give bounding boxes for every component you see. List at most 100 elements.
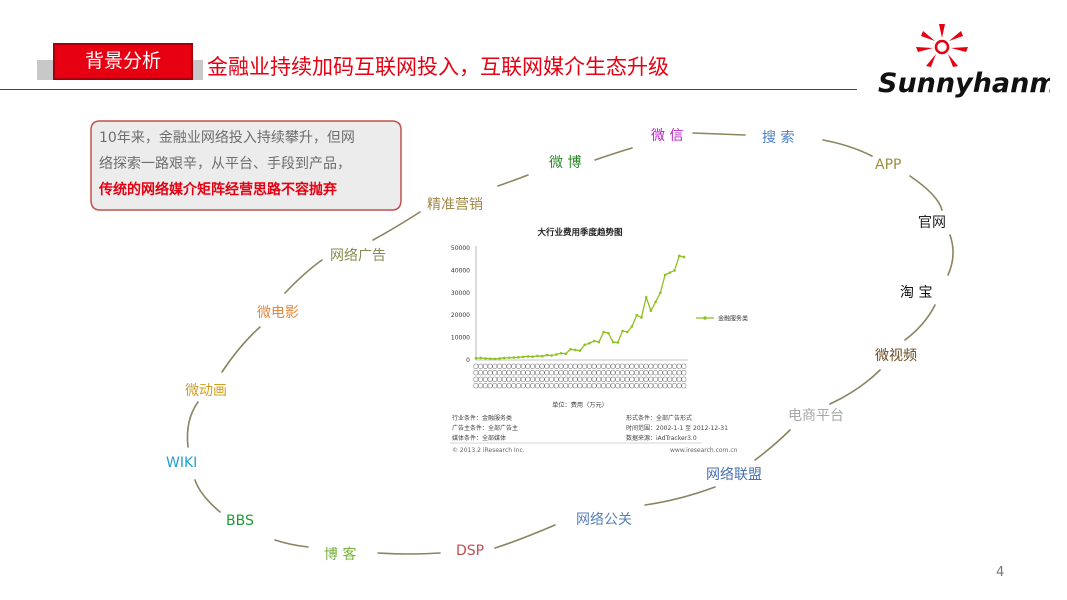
logo-wordmark: Sunnyhanmy — [878, 68, 1050, 99]
y-tick-label: 0 — [466, 357, 470, 364]
x-tick-mark — [615, 363, 621, 369]
ring-label-weibo: 微 博 — [549, 155, 582, 171]
meta-industry: 行业条件：金融服务类 — [452, 414, 512, 422]
data-point — [526, 355, 530, 358]
x-tick-mark — [549, 376, 554, 382]
y-tick-label: 10000 — [451, 335, 470, 342]
x-tick-mark — [483, 376, 488, 382]
ring-label-wiki: WIKI — [166, 455, 198, 471]
legend-label: 金融服务类 — [718, 315, 748, 323]
x-tick-mark — [629, 376, 635, 382]
x-tick-mark — [558, 363, 564, 369]
x-tick-mark — [473, 363, 479, 369]
x-tick-mark — [601, 383, 606, 389]
data-point — [616, 341, 620, 344]
y-tick-label: 40000 — [451, 267, 470, 274]
x-tick-mark — [634, 383, 639, 389]
x-tick-mark — [662, 383, 668, 389]
x-tick-mark — [601, 376, 606, 382]
x-tick-mark — [558, 383, 564, 389]
header-divider — [0, 89, 857, 90]
x-tick-mark — [605, 363, 611, 369]
x-tick-mark — [549, 370, 554, 376]
data-point — [640, 316, 643, 319]
x-tick-mark — [667, 363, 673, 369]
data-point — [555, 353, 558, 356]
x-tick-mark — [681, 376, 687, 382]
data-point — [607, 331, 610, 335]
data-point — [578, 349, 582, 352]
data-point — [649, 309, 653, 313]
x-tick-mark — [676, 363, 682, 369]
ring-label-online-pr: 网络公关 — [576, 512, 632, 528]
x-tick-mark — [539, 370, 545, 376]
x-tick-mark — [516, 383, 521, 389]
ring-label-precision-marketing: 精准营销 — [427, 197, 483, 213]
x-tick-mark — [506, 363, 512, 369]
x-tick-mark — [610, 363, 616, 369]
x-tick-mark — [672, 376, 677, 382]
chart-site: www.iresearch.com.cn — [670, 447, 738, 454]
x-tick-mark — [587, 370, 592, 376]
x-tick-mark — [497, 370, 502, 376]
series-line — [475, 255, 685, 360]
x-tick-mark — [657, 370, 663, 376]
x-tick-mark — [681, 363, 687, 369]
x-tick-mark — [535, 383, 540, 389]
x-tick-mark — [497, 363, 502, 369]
data-point — [621, 329, 624, 333]
data-point — [668, 271, 672, 274]
x-tick-mark — [643, 363, 649, 369]
x-tick-mark — [506, 370, 512, 376]
x-tick-mark — [681, 370, 687, 376]
ring-label-micro-film: 微电影 — [257, 305, 299, 321]
x-tick-mark — [648, 363, 654, 369]
data-point — [659, 291, 662, 295]
data-point — [521, 355, 525, 359]
x-tick-mark — [615, 376, 621, 382]
slide-headline: 金融业持续加码互联网投入，互联网媒介生态升级 — [207, 55, 669, 79]
x-tick-mark — [596, 376, 602, 382]
x-tick-mark — [591, 370, 597, 376]
x-tick-mark — [657, 376, 663, 382]
x-tick-mark — [653, 383, 658, 389]
x-tick-mark — [544, 370, 550, 376]
data-point — [559, 351, 563, 355]
x-tick-mark — [483, 363, 488, 369]
data-point — [682, 255, 686, 259]
meta-advertiser: 广告主条件：全部广告主 — [452, 424, 518, 432]
x-tick-mark — [549, 363, 554, 369]
x-tick-mark — [667, 376, 673, 382]
x-tick-mark — [530, 383, 535, 389]
x-tick-mark — [667, 383, 673, 389]
sunnyhanmy-logo: Sunnyhanmy — [878, 24, 1050, 99]
x-tick-mark — [657, 383, 663, 389]
x-tick-mark — [582, 383, 587, 389]
x-tick-mark — [549, 383, 554, 389]
x-tick-mark — [648, 383, 654, 389]
x-tick-mark — [487, 383, 493, 389]
data-point — [503, 356, 506, 360]
x-tick-mark — [620, 383, 625, 389]
sun-icon — [916, 24, 968, 67]
x-tick-mark — [539, 363, 545, 369]
x-tick-mark — [568, 370, 573, 376]
x-tick-mark — [610, 376, 616, 382]
x-tick-mark — [535, 363, 540, 369]
x-tick-mark — [530, 363, 535, 369]
x-tick-mark — [572, 363, 578, 369]
x-tick-mark — [653, 370, 658, 376]
x-tick-mark — [657, 363, 663, 369]
ring-label-search: 搜 索 — [762, 130, 795, 146]
x-tick-mark — [539, 376, 545, 382]
x-tick-mark — [506, 383, 512, 389]
x-tick-mark — [591, 376, 597, 382]
data-point — [597, 340, 601, 344]
data-point — [517, 356, 520, 359]
x-tick-mark — [610, 370, 616, 376]
x-tick-mark — [478, 383, 483, 389]
x-tick-mark — [487, 363, 493, 369]
x-tick-mark — [582, 363, 587, 369]
x-tick-mark — [525, 383, 531, 389]
x-tick-mark — [610, 383, 616, 389]
